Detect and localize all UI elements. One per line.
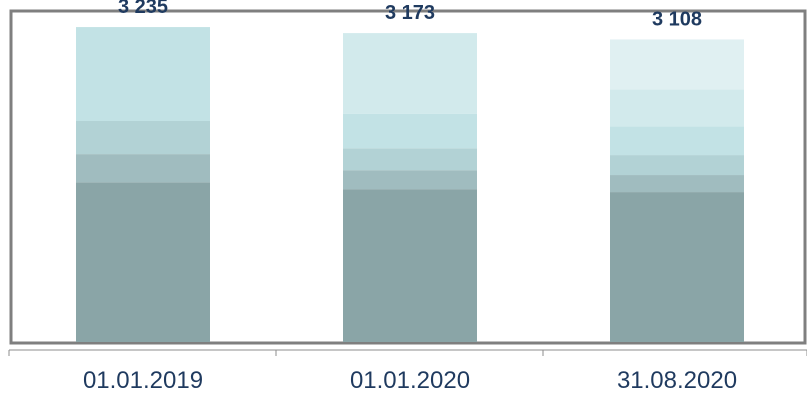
bar-segment — [76, 27, 210, 122]
bar-total-label: 3 108 — [652, 8, 702, 30]
x-tick-label: 31.08.2020 — [617, 367, 737, 394]
bar-segment — [343, 33, 477, 114]
bar-segment — [343, 189, 477, 342]
bar-segment — [343, 170, 477, 190]
bar-segment — [76, 154, 210, 183]
bar-segment — [610, 89, 744, 127]
bar-segment — [343, 148, 477, 171]
bar-segment — [610, 155, 744, 176]
x-tick-label: 01.01.2020 — [350, 367, 470, 394]
bar-segment — [343, 113, 477, 149]
bars-group — [76, 27, 744, 342]
totals-group: 3 235 3 173 3 108 — [118, 0, 702, 30]
bar-segment — [610, 192, 744, 342]
bar-segment — [610, 39, 744, 90]
bar-segment — [610, 175, 744, 193]
x-axis: 01.01.2019 01.01.2020 31.08.2020 — [8, 349, 807, 394]
bar-total-label: 3 173 — [385, 2, 435, 24]
bar-segment — [76, 121, 210, 155]
x-tick-label: 01.01.2019 — [83, 367, 203, 394]
bar-segment — [610, 126, 744, 156]
bar-segment — [76, 182, 210, 342]
bar-total-label: 3 235 — [118, 0, 168, 18]
